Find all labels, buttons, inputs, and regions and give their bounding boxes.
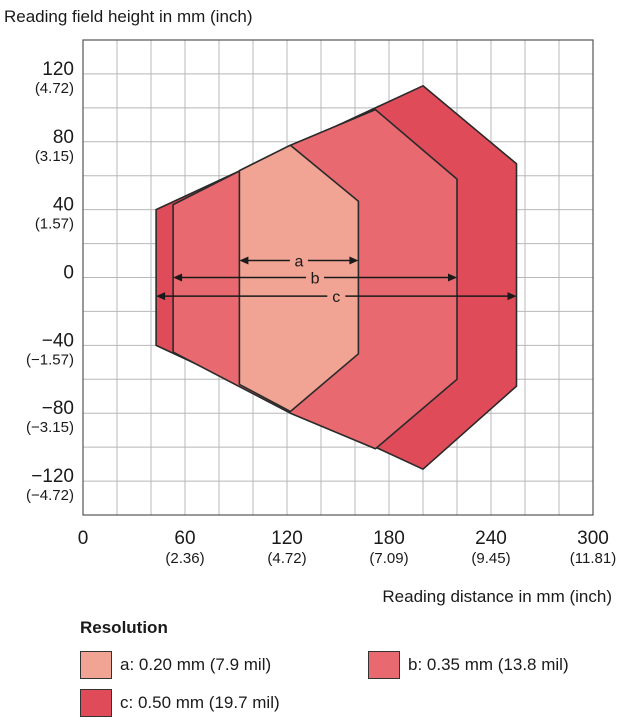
y-tick-label: 80: [53, 127, 74, 148]
legend-title: Resolution: [80, 618, 168, 637]
legend-label-a: a: 0.20 mm (7.9 mil): [120, 655, 272, 674]
x-axis-label: Reading distance in mm (inch): [382, 587, 612, 606]
x-tick-label: 60: [174, 528, 195, 549]
y-axis-label: Reading field height in mm (inch): [4, 7, 253, 26]
x-tick-labels: 0 60(2.36) 120(4.72) 180(7.09) 240(9.45) 300(…: [78, 528, 617, 567]
legend-item-c: c: 0.50 mm (19.7 mil): [80, 689, 280, 717]
legend-swatch-c: [80, 689, 112, 717]
y-tick-sublabel: (−4.72): [26, 487, 74, 504]
arrowhead-right-b: [448, 273, 457, 282]
arrowhead-left-a: [239, 256, 249, 265]
y-tick-sublabel: (−1.57): [26, 351, 74, 368]
range-arrows: cba: [156, 254, 517, 306]
x-tick-sublabel: (11.81): [570, 550, 616, 567]
y-tick-sublabel: (3.15): [35, 148, 74, 165]
y-tick-labels: 120(4.72)80(3.15)40(1.57)0−40(−1.57)−80(…: [26, 59, 74, 504]
x-tick-sublabel: (4.72): [267, 550, 306, 567]
range-label-a: a: [294, 254, 303, 271]
legend-item-a: a: 0.20 mm (7.9 mil): [80, 651, 271, 679]
range-label-b: b: [311, 271, 320, 288]
x-tick-label: 180: [373, 528, 405, 549]
legend-label-b: b: 0.35 mm (13.8 mil): [408, 655, 569, 674]
arrowhead-left-c: [156, 292, 166, 301]
arrowhead-left-b: [173, 273, 183, 282]
x-tick-label: 300: [577, 528, 609, 549]
y-tick-sublabel: (−3.15): [26, 419, 74, 436]
y-tick-sublabel: (4.72): [35, 80, 74, 97]
x-tick-sublabel: (2.36): [165, 550, 204, 567]
plot-frame: [82, 39, 594, 516]
zone-a: [238, 144, 360, 413]
x-tick-sublabel: (9.45): [471, 550, 510, 567]
arrowhead-right-a: [349, 256, 359, 265]
y-tick-sublabel: (1.57): [35, 216, 74, 233]
y-tick-label: 120: [42, 59, 74, 80]
y-tick-label: −120: [31, 466, 74, 487]
x-tick-sublabel: (7.09): [369, 550, 408, 567]
x-tick-label: 0: [78, 528, 89, 549]
legend-swatch-b: [368, 651, 400, 679]
y-tick-label: 40: [53, 195, 74, 216]
legend-swatch-a: [80, 651, 112, 679]
plot-border: [82, 39, 594, 516]
y-tick-label: −80: [42, 398, 74, 419]
legend-label-c: c: 0.50 mm (19.7 mil): [120, 693, 280, 712]
x-tick-label: 240: [475, 528, 507, 549]
y-tick-label: −40: [42, 330, 74, 351]
legend-item-b: b: 0.35 mm (13.8 mil): [368, 651, 569, 679]
x-tick-label: 120: [271, 528, 303, 549]
range-label-c: c: [332, 289, 340, 306]
arrowhead-right-c: [507, 292, 517, 301]
y-tick-label: 0: [63, 263, 74, 284]
